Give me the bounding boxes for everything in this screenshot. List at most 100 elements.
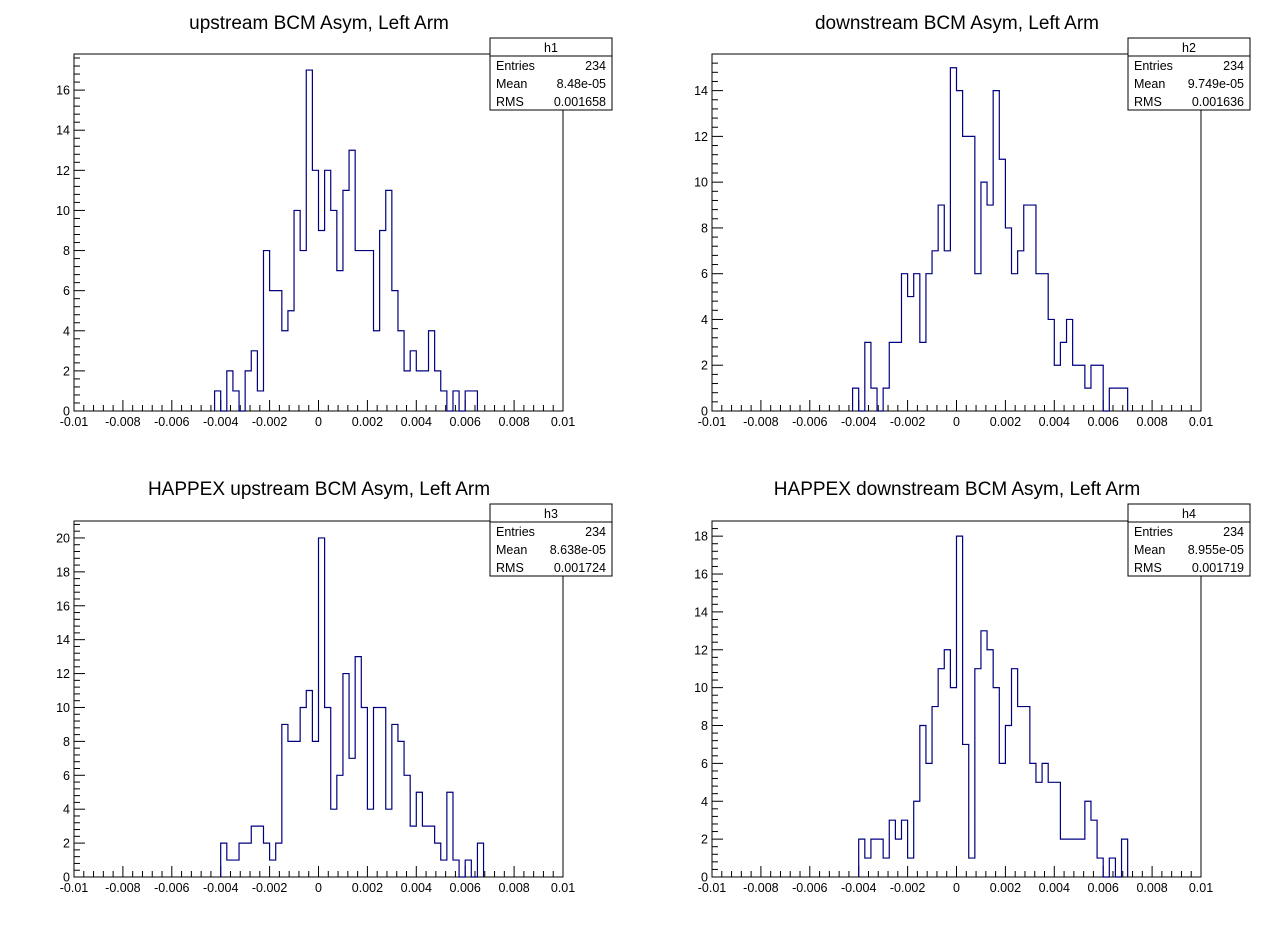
histogram-bin <box>361 251 367 411</box>
y-tick-label: 6 <box>701 757 708 771</box>
histogram-bin <box>312 170 318 411</box>
stats-mean-label: Mean <box>496 543 527 557</box>
histogram-bin <box>1005 726 1011 877</box>
y-tick-label: 10 <box>694 681 708 695</box>
histogram-bin <box>349 758 355 877</box>
stats-box-name: h1 <box>544 41 558 55</box>
x-tick-label: -0.004 <box>841 415 876 429</box>
y-tick-label: 0 <box>63 405 70 419</box>
histogram-bin <box>221 843 227 877</box>
x-tick-label: 0.01 <box>1189 415 1213 429</box>
stats-entries-label: Entries <box>496 525 535 539</box>
y-tick-label: 0 <box>63 871 70 885</box>
y-tick-label: 12 <box>694 643 708 657</box>
x-tick-label: -0.008 <box>105 881 140 895</box>
y-tick-label: 12 <box>56 667 70 681</box>
stats-rms-value: 0.001719 <box>1192 561 1244 575</box>
histogram-series <box>220 537 485 878</box>
histogram-bin <box>914 801 920 877</box>
histogram-bin <box>374 331 380 411</box>
histogram-bin <box>865 858 871 877</box>
histogram-bin <box>294 741 300 877</box>
histogram-bin <box>288 311 294 411</box>
histogram-bin <box>215 391 221 411</box>
stats-box-frame <box>489 503 613 577</box>
histogram-bin <box>1109 388 1115 411</box>
histogram-bin <box>245 371 251 411</box>
histogram-bin <box>901 274 907 411</box>
histogram-bin <box>276 843 282 877</box>
histogram-bin <box>999 159 1005 411</box>
histogram-bin <box>938 205 944 411</box>
y-tick-label: 4 <box>63 803 70 817</box>
y-tick-label: 10 <box>56 204 70 218</box>
stats-mean-value: 8.48e-05 <box>557 77 606 91</box>
y-tick-label: 10 <box>694 176 708 190</box>
histogram-bin <box>1060 839 1066 877</box>
x-tick-label: 0.004 <box>1039 881 1070 895</box>
histogram-panel-3: HAPPEX upstream BCM Asym, Left Arm -0.01 -… <box>56 479 613 895</box>
stats-box: h3 Entries 234 Mean 8.638e-05 RMS 0.001724 <box>489 503 613 577</box>
histogram-bin <box>233 860 239 877</box>
stats-mean-value: 8.638e-05 <box>550 543 606 557</box>
x-tick-label: 0.002 <box>990 881 1021 895</box>
histogram-bin <box>355 251 361 411</box>
x-tick-label: -0.01 <box>60 415 89 429</box>
stats-rms-value: 0.001636 <box>1192 95 1244 109</box>
histogram-bin <box>883 858 889 877</box>
histogram-bin <box>422 371 428 411</box>
histogram-bin <box>944 251 950 411</box>
x-tick-label: 0.002 <box>352 881 383 895</box>
x-tick-label: 0.006 <box>450 881 481 895</box>
histogram-bin <box>367 809 373 877</box>
histogram-bin <box>276 291 282 411</box>
histogram-bin <box>926 274 932 411</box>
histogram-bin <box>1060 342 1066 411</box>
histogram-series <box>213 69 479 412</box>
histogram-bin <box>257 391 263 411</box>
x-tick-label: 0.006 <box>1088 881 1119 895</box>
stats-mean-label: Mean <box>1134 77 1165 91</box>
stats-box: h1 Entries 234 Mean 8.48e-05 RMS 0.001658 <box>489 37 613 111</box>
histogram-bin <box>398 331 404 411</box>
histogram-bin <box>1091 820 1097 877</box>
y-tick-label: 14 <box>694 605 708 619</box>
y-tick-label: 2 <box>63 837 70 851</box>
y-tick-label: 8 <box>63 244 70 258</box>
histogram-bin <box>435 843 441 877</box>
y-tick-label: 14 <box>56 633 70 647</box>
histogram-bin <box>987 205 993 411</box>
histogram-bin <box>908 297 914 411</box>
stats-entries-value: 234 <box>585 59 606 73</box>
histogram-bin <box>981 182 987 411</box>
x-tick-label: 0.006 <box>1088 415 1119 429</box>
x-tick-label: 0.006 <box>450 415 481 429</box>
histogram-bin <box>853 388 859 411</box>
histogram-bin <box>963 744 969 877</box>
stats-box: h4 Entries 234 Mean 8.955e-05 RMS 0.001719 <box>1127 503 1251 577</box>
x-tick-label: -0.01 <box>60 881 89 895</box>
x-tick-label: 0 <box>315 415 322 429</box>
histogram-bin <box>227 371 233 411</box>
x-tick-label: -0.006 <box>792 881 827 895</box>
histogram-bin <box>337 271 343 411</box>
histogram-bin <box>1054 365 1060 411</box>
x-tick-label: 0.002 <box>352 415 383 429</box>
histogram-bin <box>343 674 349 877</box>
histogram-bin <box>325 707 331 877</box>
histogram-bin <box>981 631 987 877</box>
histogram-bin <box>404 775 410 877</box>
histogram-bin <box>1042 274 1048 411</box>
y-tick-label: 8 <box>701 221 708 235</box>
histogram-bin <box>1097 858 1103 877</box>
x-tick-label: -0.004 <box>203 881 238 895</box>
histogram-bin <box>1067 839 1073 877</box>
histogram-panel-2: downstream BCM Asym, Left Arm -0.01 -0.008… <box>694 13 1251 429</box>
y-tick-label: 2 <box>701 359 708 373</box>
histogram-bin <box>306 691 312 877</box>
histogram-bin <box>999 763 1005 877</box>
y-tick-label: 4 <box>701 313 708 327</box>
histogram-bin <box>386 190 392 411</box>
histogram-bin <box>975 669 981 877</box>
y-tick-label: 0 <box>701 871 708 885</box>
